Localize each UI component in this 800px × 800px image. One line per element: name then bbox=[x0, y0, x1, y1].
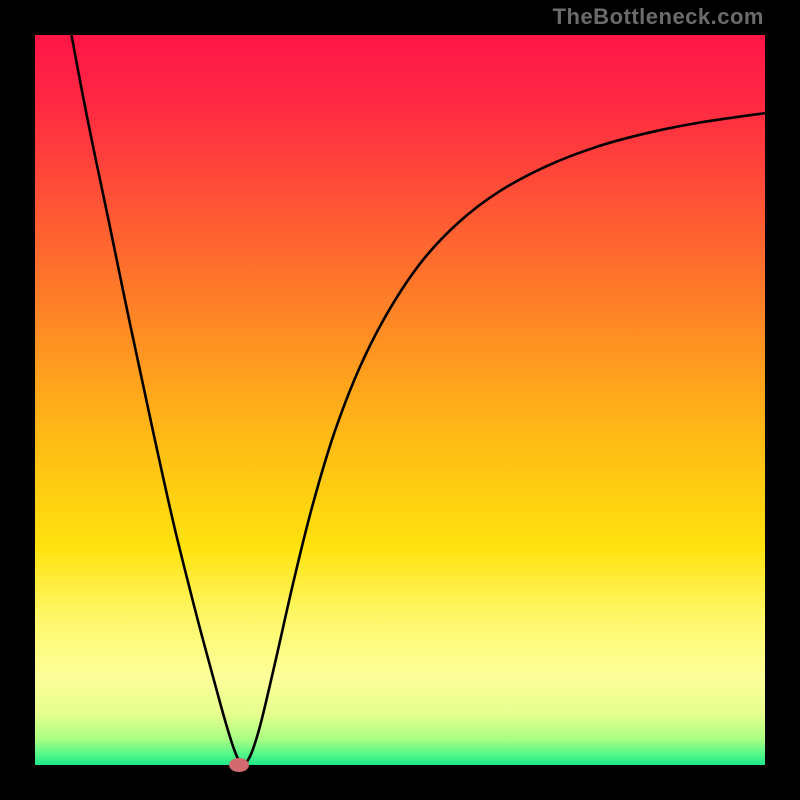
chart-container: TheBottleneck.com bbox=[0, 0, 800, 800]
bottleneck-curve bbox=[35, 35, 765, 765]
curve-path bbox=[72, 35, 766, 765]
plot-area bbox=[35, 35, 765, 765]
watermark-text: TheBottleneck.com bbox=[553, 4, 764, 30]
minimum-marker bbox=[229, 758, 249, 772]
